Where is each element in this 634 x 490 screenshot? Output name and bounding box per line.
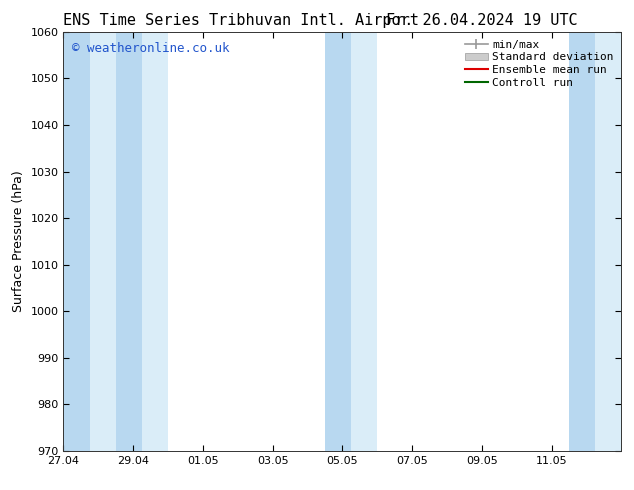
Bar <box>142 32 168 451</box>
Text: ENS Time Series Tribhuvan Intl. Airport: ENS Time Series Tribhuvan Intl. Airport <box>63 13 419 28</box>
Bar <box>351 32 377 451</box>
Bar <box>63 32 89 451</box>
Bar <box>89 32 116 451</box>
Text: Fr. 26.04.2024 19 UTC: Fr. 26.04.2024 19 UTC <box>386 13 578 28</box>
Legend: min/max, Standard deviation, Ensemble mean run, Controll run: min/max, Standard deviation, Ensemble me… <box>463 37 616 90</box>
Bar <box>595 32 621 451</box>
Bar <box>569 32 595 451</box>
Bar <box>325 32 351 451</box>
Bar <box>115 32 142 451</box>
Text: © weatheronline.co.uk: © weatheronline.co.uk <box>72 42 230 55</box>
Y-axis label: Surface Pressure (hPa): Surface Pressure (hPa) <box>12 171 25 312</box>
